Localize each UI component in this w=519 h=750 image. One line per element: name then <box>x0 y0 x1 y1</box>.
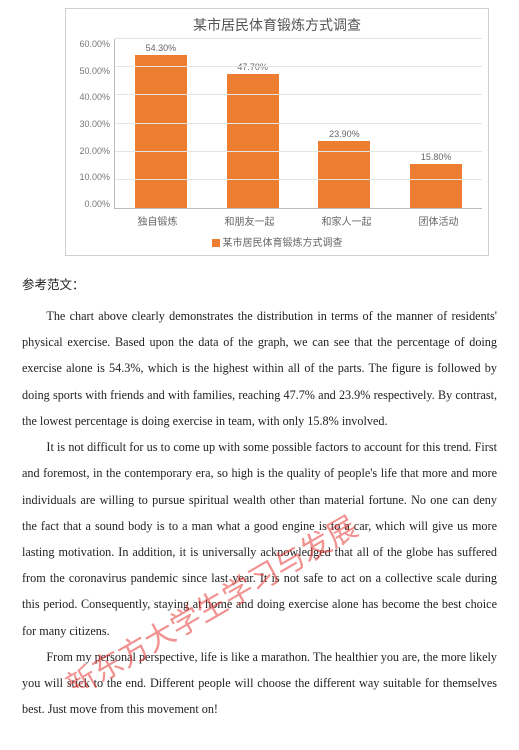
xtick: 团体活动 <box>419 213 459 228</box>
bar-group: 15.80% <box>396 39 477 208</box>
xtick: 和家人一起 <box>322 213 372 228</box>
bar <box>410 164 462 209</box>
bars-group: 54.30% 47.70% 23.90% 15.80% <box>115 39 482 208</box>
xtick: 独自锻炼 <box>138 213 178 228</box>
ytick: 30.00% <box>79 119 110 129</box>
grid-line <box>115 38 482 39</box>
bar-value-label: 54.30% <box>146 43 177 53</box>
grid-line <box>115 94 482 95</box>
legend-swatch <box>212 239 220 247</box>
essay: 参考范文： The chart above clearly demonstrat… <box>0 256 519 723</box>
grid-line <box>115 123 482 124</box>
chart-title: 某市居民体育锻炼方式调查 <box>72 15 482 35</box>
ytick: 50.00% <box>79 66 110 76</box>
bar-value-label: 23.90% <box>329 129 360 139</box>
xtick: 和朋友一起 <box>225 213 275 228</box>
bar-group: 54.30% <box>121 39 202 208</box>
essay-paragraph-1: The chart above clearly demonstrates the… <box>22 303 497 434</box>
ytick: 40.00% <box>79 92 110 102</box>
ytick: 20.00% <box>79 146 110 156</box>
plot-area: 54.30% 47.70% 23.90% 15.80% <box>114 39 482 209</box>
legend-label: 某市居民体育锻炼方式调查 <box>223 238 343 249</box>
grid-line <box>115 151 482 152</box>
plot-row: 60.00% 50.00% 40.00% 30.00% 20.00% 10.00… <box>72 39 482 209</box>
bar <box>135 55 187 208</box>
ytick: 10.00% <box>79 172 110 182</box>
essay-paragraph-3: From my personal perspective, life is li… <box>22 644 497 723</box>
legend: 某市居民体育锻炼方式调查 <box>72 234 482 249</box>
essay-paragraph-2: It is not difficult for us to come up wi… <box>22 434 497 644</box>
bar-value-label: 15.80% <box>421 152 452 162</box>
x-axis: 独自锻炼 和朋友一起 和家人一起 团体活动 <box>114 213 482 228</box>
grid-line <box>115 66 482 67</box>
y-axis: 60.00% 50.00% 40.00% 30.00% 20.00% 10.00… <box>72 39 114 209</box>
ytick: 0.00% <box>84 199 110 209</box>
bar-group: 47.70% <box>212 39 293 208</box>
chart-container: 某市居民体育锻炼方式调查 60.00% 50.00% 40.00% 30.00%… <box>65 8 489 256</box>
bar-group: 23.90% <box>304 39 385 208</box>
ytick: 60.00% <box>79 39 110 49</box>
essay-heading: 参考范文： <box>22 272 497 299</box>
grid-line <box>115 179 482 180</box>
